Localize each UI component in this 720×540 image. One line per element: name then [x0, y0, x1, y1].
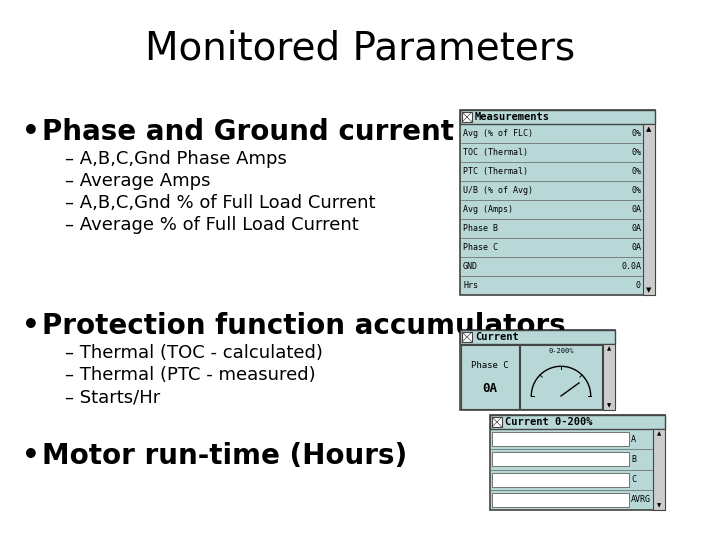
Text: ▼: ▼ [647, 287, 652, 293]
Bar [492, 453, 629, 467]
Bar [492, 417, 502, 427]
Text: – A,B,C,Gnd % of Full Load Current: – A,B,C,Gnd % of Full Load Current [65, 194, 376, 212]
Text: ▼: ▼ [657, 503, 661, 508]
Text: AVRG: AVRG [631, 495, 651, 504]
Text: Avg (% of FLC): Avg (% of FLC) [463, 129, 533, 138]
Bar [460, 110, 655, 295]
Text: 0.0A: 0.0A [621, 262, 641, 271]
Text: •: • [22, 118, 40, 146]
Bar [492, 432, 629, 446]
Bar [520, 345, 602, 409]
Text: A: A [631, 435, 636, 444]
Text: Measurements: Measurements [475, 112, 550, 122]
Bar [462, 332, 472, 342]
Bar [643, 124, 655, 295]
Text: ▼: ▼ [607, 403, 611, 408]
Bar [492, 472, 629, 487]
Text: B: B [631, 455, 636, 464]
Text: – Average % of Full Load Current: – Average % of Full Load Current [65, 216, 359, 234]
Bar [460, 330, 615, 344]
Text: – Average Amps: – Average Amps [65, 172, 210, 190]
Text: 0%: 0% [631, 167, 641, 176]
Text: U/B (% of Avg): U/B (% of Avg) [463, 186, 533, 195]
Bar [461, 345, 519, 409]
Bar [653, 429, 665, 510]
Text: 0: 0 [636, 281, 641, 290]
Text: ▲: ▲ [607, 346, 611, 351]
Bar [492, 493, 629, 507]
Text: Phase C: Phase C [463, 243, 498, 252]
Text: C: C [631, 475, 636, 484]
Text: – A,B,C,Gnd Phase Amps: – A,B,C,Gnd Phase Amps [65, 150, 287, 168]
Text: 0-200%: 0-200% [548, 348, 574, 354]
Bar [490, 415, 665, 510]
Bar [490, 415, 665, 429]
Text: – Thermal (TOC - calculated): – Thermal (TOC - calculated) [65, 344, 323, 362]
Text: 0%: 0% [631, 186, 641, 195]
Text: GND: GND [463, 262, 478, 271]
Text: TOC (Thermal): TOC (Thermal) [463, 148, 528, 157]
Text: – Thermal (PTC - measured): – Thermal (PTC - measured) [65, 366, 315, 384]
Text: 0%: 0% [631, 148, 641, 157]
Text: 0A: 0A [631, 243, 641, 252]
Bar [462, 112, 472, 122]
Text: 0A: 0A [631, 205, 641, 214]
Bar [603, 344, 615, 410]
Text: PTC (Thermal): PTC (Thermal) [463, 167, 528, 176]
Bar [460, 330, 615, 410]
Text: Avg (Amps): Avg (Amps) [463, 205, 513, 214]
Text: 0A: 0A [631, 224, 641, 233]
Text: ▲: ▲ [647, 126, 652, 132]
Text: Phase and Ground current: Phase and Ground current [42, 118, 454, 146]
Text: Hrs: Hrs [463, 281, 478, 290]
Text: Current 0-200%: Current 0-200% [505, 417, 593, 427]
Bar [460, 110, 655, 124]
Text: •: • [22, 442, 40, 470]
Text: •: • [22, 312, 40, 340]
Text: – Starts/Hr: – Starts/Hr [65, 388, 161, 406]
Text: Phase B: Phase B [463, 224, 498, 233]
Text: Protection function accumulators: Protection function accumulators [42, 312, 566, 340]
Text: Motor run-time (Hours): Motor run-time (Hours) [42, 442, 408, 470]
Text: 0A: 0A [482, 382, 498, 395]
Text: Current: Current [475, 332, 518, 342]
Text: Phase C: Phase C [471, 361, 509, 369]
Text: 0%: 0% [631, 129, 641, 138]
Text: ▲: ▲ [657, 431, 661, 436]
Text: Monitored Parameters: Monitored Parameters [145, 29, 575, 67]
